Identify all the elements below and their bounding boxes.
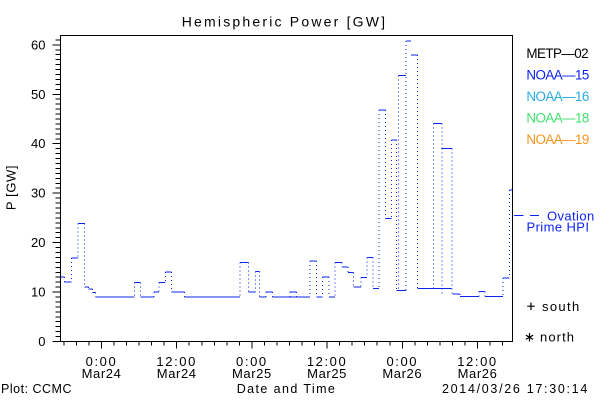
svg-text:south: south (542, 299, 581, 314)
svg-text:0:00: 0:00 (236, 354, 268, 369)
svg-text:20: 20 (31, 235, 45, 250)
svg-text:Mar26: Mar26 (382, 366, 422, 381)
svg-text:2014/03/26 17:30:14: 2014/03/26 17:30:14 (442, 382, 589, 396)
svg-text:NOAA—15: NOAA—15 (526, 68, 588, 83)
svg-text:NOAA—18: NOAA—18 (526, 111, 588, 126)
svg-text:Prime HPI: Prime HPI (527, 220, 590, 235)
svg-text:NOAA—19: NOAA—19 (526, 132, 588, 147)
svg-text:30: 30 (31, 186, 45, 201)
svg-text:north: north (540, 330, 575, 345)
svg-text:Mar25: Mar25 (307, 366, 347, 381)
svg-text:NOAA—16: NOAA—16 (526, 89, 588, 104)
svg-text:Hemispheric Power [GW]: Hemispheric Power [GW] (182, 14, 388, 30)
svg-text:50: 50 (31, 87, 45, 102)
svg-text:Mar25: Mar25 (232, 366, 272, 381)
svg-text:P [GW]: P [GW] (4, 165, 19, 210)
svg-text:0:00: 0:00 (386, 354, 418, 369)
svg-text:Plot: CCMC: Plot: CCMC (1, 382, 72, 396)
svg-text:METP—02: METP—02 (526, 46, 588, 61)
svg-text:0: 0 (38, 334, 45, 349)
svg-text:Mar24: Mar24 (82, 366, 122, 381)
svg-text:0:00: 0:00 (86, 354, 118, 369)
svg-text:10: 10 (31, 285, 45, 300)
svg-text:Ovation: Ovation (547, 209, 595, 224)
svg-text:40: 40 (31, 136, 45, 151)
svg-text:12:00: 12:00 (307, 354, 348, 369)
svg-text:60: 60 (31, 37, 45, 52)
svg-text:Date and Time: Date and Time (237, 382, 337, 396)
svg-text:12:00: 12:00 (457, 354, 498, 369)
svg-text:Mar24: Mar24 (157, 366, 197, 381)
svg-text:Mar26: Mar26 (458, 366, 498, 381)
svg-text:12:00: 12:00 (156, 354, 197, 369)
